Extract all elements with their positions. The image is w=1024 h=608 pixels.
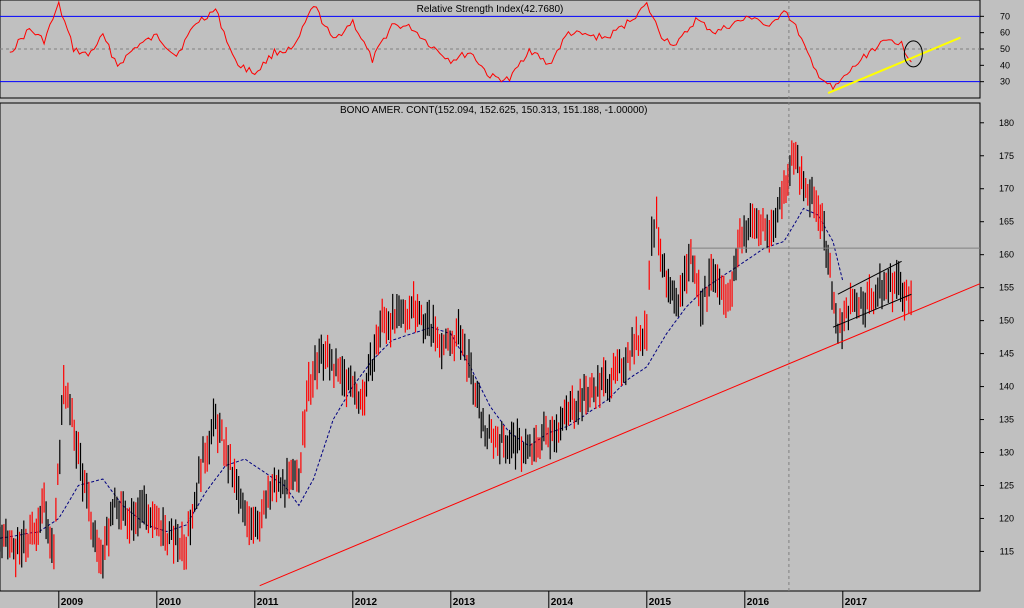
price-tick-label: 115 [1000, 546, 1014, 556]
price-tick-label: 130 [999, 448, 1014, 458]
price-tick-label: 155 [999, 283, 1014, 293]
x-tick-label: 2011 [257, 597, 279, 608]
x-tick-label: 2014 [551, 597, 574, 608]
price-tick-label: 140 [999, 382, 1014, 392]
rsi-y-axis: 30 40 50 60 70 [980, 11, 1010, 87]
price-tick-label: 160 [999, 250, 1014, 260]
rsi-tick-label: 50 [1000, 44, 1010, 54]
rsi-levels [0, 15, 980, 83]
price-y-axis: 115 120 125 130 135 140 145 150 155 160 165 170 175 1… [980, 118, 1014, 556]
rsi-annotations [827, 36, 961, 95]
price-title: BONO AMER. CONT(152.094, 152.625, 150.31… [340, 105, 647, 116]
x-tick-label: 2012 [355, 597, 378, 608]
x-tick-label: 2013 [453, 597, 476, 608]
rsi-tick-label: 70 [1000, 11, 1010, 21]
rsi-panel: Relative Strength Index(42.7680) 30 40 50 6… [0, 0, 1010, 99]
x-tick-label: 2010 [159, 597, 182, 608]
x-tick-label: 2017 [845, 597, 868, 608]
rsi-title: Relative Strength Index(42.7680) [417, 4, 564, 15]
price-tick-label: 165 [999, 217, 1014, 227]
price-frame [0, 102, 981, 592]
channel-upper-line [837, 260, 902, 295]
rsi-tick-label: 30 [1000, 77, 1010, 87]
support-trendline [259, 283, 981, 587]
rsi-series [9, 0, 912, 91]
price-tick-label: 150 [999, 316, 1014, 326]
x-tick-label: 2009 [61, 597, 84, 608]
rsi-series-line [9, 0, 912, 91]
price-annotations [259, 0, 981, 591]
price-tick-label: 180 [999, 118, 1014, 128]
price-tick-label: 135 [999, 415, 1014, 425]
price-series [0, 140, 912, 579]
x-tick-label: 2015 [649, 597, 672, 608]
price-tick-label: 175 [999, 151, 1014, 161]
rsi-trendline [827, 36, 961, 95]
channel-lower-line [832, 293, 912, 328]
rsi-tick-label: 60 [1000, 28, 1010, 38]
price-tick-label: 120 [999, 513, 1014, 523]
price-tick-label: 125 [999, 480, 1014, 490]
x-tick-label: 2016 [747, 597, 770, 608]
price-tick-label: 145 [999, 349, 1014, 359]
x-axis: 2009 2010 2011 2012 2013 2014 2015 2016 2017 [58, 591, 868, 608]
rsi-tick-label: 40 [1000, 60, 1010, 70]
price-tick-label: 170 [999, 184, 1014, 194]
rsi-circle-marker [903, 40, 923, 68]
